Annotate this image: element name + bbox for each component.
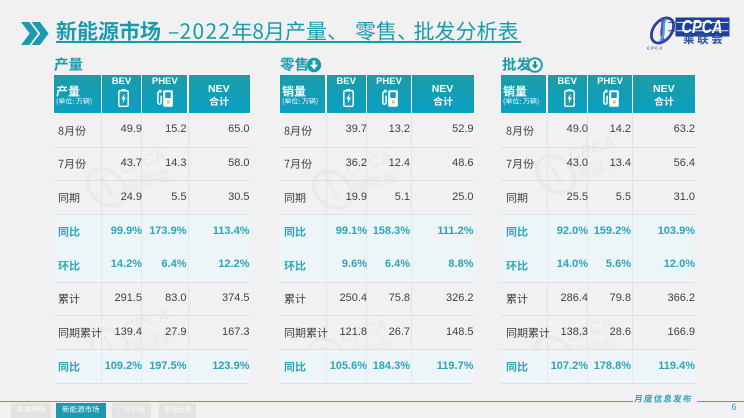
svg-text:CPCA: CPCA [647,46,663,51]
svg-text:CPCA: CPCA [682,17,723,37]
